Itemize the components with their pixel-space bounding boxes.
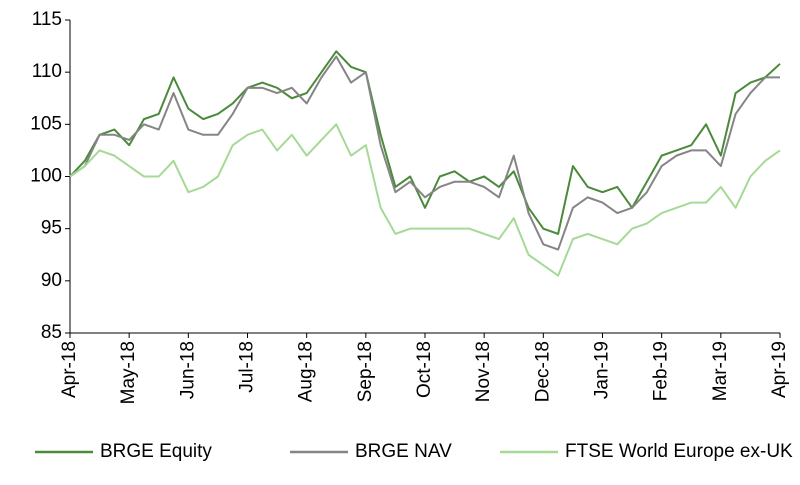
x-tick-label: Nov-18: [473, 341, 494, 402]
y-tick-label: 105: [30, 113, 62, 134]
legend-label: BRGE Equity: [100, 441, 212, 462]
y-tick-label: 95: [41, 218, 62, 239]
x-tick-label: Dec-18: [532, 341, 553, 402]
series-line: [69, 55, 780, 251]
x-tick-label: Feb-19: [651, 341, 672, 401]
y-tick-label: 110: [32, 61, 62, 82]
x-tick-label: Jun-18: [177, 341, 198, 399]
x-tick-label: Oct-18: [414, 341, 435, 398]
x-tick-label: Sep-18: [355, 341, 376, 402]
series-line: [69, 50, 781, 235]
x-tick-label: Apr-19: [769, 341, 790, 398]
y-tick-label: 85: [41, 322, 62, 343]
y-tick-label: 115: [32, 9, 62, 30]
x-tick-label: Apr-18: [59, 341, 80, 398]
legend-label: FTSE World Europe ex-UK: [565, 441, 793, 462]
x-tick-label: Mar-19: [710, 341, 731, 401]
x-tick-label: May-18: [118, 341, 139, 404]
y-tick-label: 90: [41, 270, 62, 291]
y-tick-label: 100: [30, 166, 62, 187]
series-line: [69, 123, 781, 277]
legend-label: BRGE NAV: [355, 441, 452, 462]
x-tick-label: Aug-18: [296, 341, 317, 402]
x-tick-label: Jan-19: [592, 341, 613, 399]
x-tick-label: Jul-18: [237, 341, 258, 393]
